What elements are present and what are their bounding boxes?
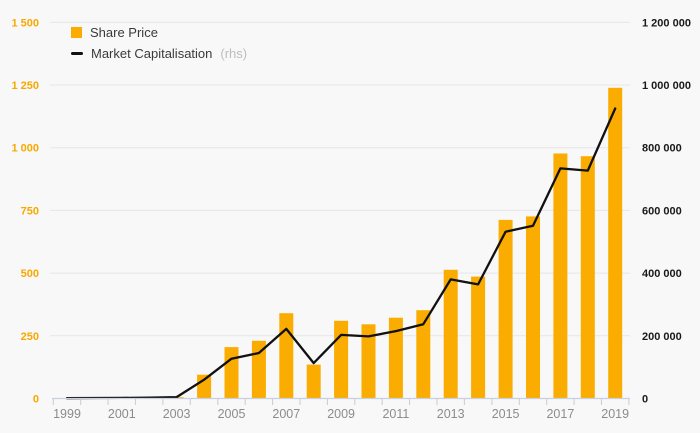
bar-2014 — [471, 276, 486, 399]
right-axis-label: 1 200 000 — [642, 17, 691, 29]
share-price-swatch-icon — [71, 27, 82, 38]
x-axis-label-2007: 2007 — [272, 407, 300, 421]
right-axis-label: 600 000 — [642, 205, 682, 217]
legend-rhs-suffix: (rhs) — [220, 46, 248, 61]
left-axis-label: 0 — [33, 394, 39, 406]
x-axis-label-1999: 1999 — [53, 407, 81, 421]
x-axis-label-2019: 2019 — [601, 407, 629, 421]
bar-2015 — [498, 219, 513, 399]
right-axis-label: 800 000 — [642, 143, 682, 155]
x-axis-label-2003: 2003 — [163, 407, 191, 421]
bar-2013 — [443, 269, 458, 399]
legend-item-share-price[interactable]: Share Price — [71, 25, 247, 40]
market-cap-line-swatch-icon — [71, 52, 83, 55]
market-cap-line — [65, 107, 617, 400]
bar-2011 — [388, 317, 403, 399]
x-axis-label-2015: 2015 — [492, 407, 520, 421]
legend: Share Price Market Capitalisation (rhs) — [71, 25, 247, 61]
bar-2012 — [416, 310, 431, 399]
left-axis-label: 500 — [21, 268, 39, 280]
x-axis-label-2017: 2017 — [546, 407, 574, 421]
bar-2018 — [580, 156, 595, 399]
legend-item-market-cap[interactable]: Market Capitalisation (rhs) — [71, 46, 247, 61]
left-axis-label: 1 000 — [11, 143, 39, 155]
left-axis-label: 250 — [21, 331, 39, 343]
x-axis-label-2001: 2001 — [108, 407, 136, 421]
x-axis-label-2011: 2011 — [382, 407, 409, 421]
x-axis-label-2009: 2009 — [327, 407, 355, 421]
right-axis-label: 0 — [642, 394, 648, 406]
left-axis-label: 750 — [21, 205, 39, 217]
bar-2019 — [608, 87, 623, 399]
right-axis-label: 400 000 — [642, 268, 682, 280]
bar-2010 — [361, 324, 376, 399]
bar-2008 — [306, 364, 321, 399]
right-axis-label: 1 000 000 — [642, 80, 691, 92]
bar-2017 — [553, 153, 568, 399]
bar-2009 — [334, 320, 349, 399]
legend-label-market-cap: Market Capitalisation — [91, 46, 213, 61]
bar-2007 — [279, 313, 294, 399]
x-axis-label-2013: 2013 — [437, 407, 465, 421]
x-axis-label-2005: 2005 — [218, 407, 246, 421]
bar-2006 — [251, 340, 266, 399]
left-axis-label: 1 250 — [11, 80, 39, 92]
right-axis-label: 200 000 — [642, 331, 682, 343]
bar-2016 — [526, 216, 540, 399]
bar-2005 — [224, 347, 239, 399]
legend-label-share-price: Share Price — [90, 25, 158, 40]
left-axis-label: 1 500 — [11, 17, 39, 29]
